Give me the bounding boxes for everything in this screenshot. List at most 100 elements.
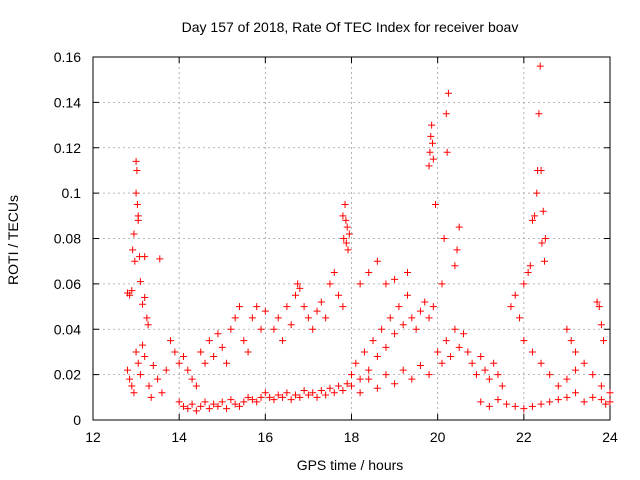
data-point	[344, 246, 352, 254]
data-point	[343, 223, 351, 231]
data-point	[498, 382, 506, 390]
data-point	[231, 400, 239, 408]
data-point	[421, 298, 429, 306]
data-point	[149, 362, 157, 370]
data-point	[330, 389, 338, 397]
data-point	[141, 352, 149, 360]
data-point	[126, 291, 134, 299]
data-point	[253, 303, 261, 311]
data-point	[399, 321, 407, 329]
data-point	[395, 303, 403, 311]
y-tick-label: 0.12	[54, 140, 81, 156]
data-point	[287, 321, 295, 329]
data-point	[156, 255, 164, 263]
data-point	[339, 303, 347, 311]
data-point	[197, 402, 205, 410]
data-point	[546, 371, 554, 379]
data-point	[425, 314, 433, 322]
data-point	[365, 269, 373, 277]
data-point	[287, 396, 295, 404]
data-point	[490, 359, 498, 367]
data-point	[494, 396, 502, 404]
data-point	[129, 246, 137, 254]
data-point	[348, 382, 355, 390]
data-point	[404, 269, 412, 277]
data-point	[141, 293, 149, 301]
y-tick-labels: 0 0.02 0.04 0.06 0.08 0.1 0.12 0.14 0.16	[54, 49, 81, 428]
data-point	[516, 314, 524, 322]
data-point	[567, 337, 575, 345]
data-point	[539, 207, 547, 215]
data-point	[340, 235, 348, 242]
data-point	[535, 110, 543, 118]
y-tick-label: 0.06	[54, 276, 81, 292]
data-point	[139, 300, 147, 308]
data-point	[572, 366, 580, 374]
data-point	[572, 389, 580, 397]
data-point	[416, 307, 424, 315]
data-point	[283, 303, 291, 311]
data-point	[274, 391, 282, 399]
data-point	[136, 371, 144, 379]
data-point	[147, 393, 155, 401]
data-point	[589, 393, 597, 401]
data-point	[511, 402, 519, 410]
data-point	[455, 343, 463, 351]
data-point	[214, 402, 222, 410]
data-point	[175, 359, 183, 367]
data-point	[141, 253, 149, 261]
data-point	[131, 257, 139, 265]
data-point	[132, 189, 140, 197]
data-point	[541, 257, 549, 265]
data-point	[132, 157, 140, 165]
data-point	[235, 402, 243, 410]
data-point	[123, 366, 131, 374]
data-point	[235, 303, 243, 311]
data-point	[360, 348, 368, 356]
data-point	[597, 321, 605, 329]
x-tick-label: 18	[344, 429, 360, 445]
data-point	[412, 325, 420, 333]
data-point	[326, 280, 334, 288]
data-point	[317, 387, 325, 395]
data-point	[477, 398, 485, 406]
data-point	[416, 362, 424, 370]
data-point	[526, 262, 534, 270]
data-point	[210, 352, 218, 360]
data-point	[464, 348, 472, 356]
data-point	[369, 337, 377, 345]
data-point	[485, 375, 493, 383]
data-point	[511, 291, 519, 299]
data-point	[154, 375, 162, 383]
y-tick-label: 0.14	[54, 94, 81, 110]
data-point	[192, 407, 200, 415]
data-point	[339, 387, 347, 395]
data-point	[144, 321, 152, 329]
data-point	[300, 387, 308, 395]
data-point	[432, 200, 440, 208]
data-point	[444, 89, 452, 97]
data-point	[218, 343, 226, 351]
y-tick-label: 0	[73, 412, 81, 428]
data-point	[541, 235, 549, 242]
data-point	[528, 216, 536, 224]
data-point	[343, 380, 351, 388]
data-point	[133, 166, 141, 174]
data-point	[447, 352, 455, 360]
data-point	[378, 325, 386, 333]
data-point	[438, 359, 446, 367]
data-point	[133, 200, 141, 208]
chart-title: Day 157 of 2018, Rate Of TEC Index for r…	[182, 19, 519, 35]
data-point	[352, 359, 360, 367]
data-point	[248, 314, 256, 322]
data-point	[201, 398, 209, 406]
data-point	[428, 121, 436, 129]
data-point	[538, 239, 546, 247]
data-point	[231, 314, 239, 322]
data-point	[408, 375, 416, 383]
data-point	[481, 366, 489, 374]
y-tick-label: 0.1	[62, 185, 82, 201]
data-point	[253, 398, 261, 406]
data-point	[313, 307, 321, 315]
data-point	[528, 348, 536, 356]
